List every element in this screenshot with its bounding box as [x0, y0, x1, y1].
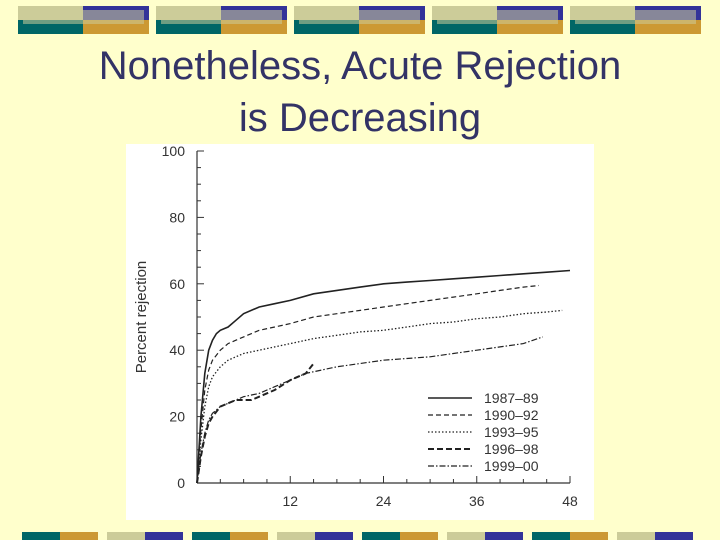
- bottom-bar-segment: [532, 532, 570, 540]
- top-bar-segment: [23, 10, 144, 24]
- bottom-bar-segment: [362, 532, 400, 540]
- slide-title-line-1: Nonetheless, Acute Rejection: [98, 44, 622, 88]
- bottom-bar-segment: [192, 532, 230, 540]
- y-tick-label: 100: [162, 144, 186, 159]
- bottom-bar-segment: [617, 532, 655, 540]
- bottom-bar-segment: [230, 532, 268, 540]
- legend-label-3: 1993–95: [484, 424, 539, 440]
- bottom-bar-segment: [315, 532, 353, 540]
- series-line-5: [196, 336, 543, 484]
- bottom-bar-segment: [107, 532, 145, 540]
- chart-panel: 0 20 40 60 80 100 12 24 36 48 Percent rejection 198…: [126, 143, 594, 520]
- legend-label-2: 1990–92: [484, 407, 539, 423]
- top-bar-segment: [437, 10, 558, 24]
- bottom-decorative-bar: [22, 532, 698, 540]
- top-bar-segment: [161, 10, 282, 24]
- top-bar-block: [432, 6, 563, 34]
- x-tick-label: 12: [282, 493, 298, 509]
- series-line-2: [196, 284, 539, 484]
- bottom-bar-segment: [400, 532, 438, 540]
- top-decorative-bar: [18, 6, 708, 34]
- y-tick-label: 0: [177, 475, 185, 491]
- bottom-bar-segment: [570, 532, 608, 540]
- top-bar-block: [156, 6, 287, 34]
- series-line-4: [196, 362, 315, 484]
- x-tick-label: 48: [562, 493, 578, 509]
- top-bar-segment: [575, 10, 696, 24]
- legend-label-1: 1987–89: [484, 390, 539, 406]
- x-tick-label: 36: [469, 493, 485, 509]
- legend-label-5: 1999–00: [484, 458, 539, 474]
- bottom-bar-segment: [655, 532, 693, 540]
- series-line-3: [196, 309, 563, 484]
- legend-label-4: 1996–98: [484, 441, 539, 457]
- top-bar-block: [294, 6, 425, 34]
- rejection-chart: 0 20 40 60 80 100 12 24 36 48 Percent rejection 198…: [133, 143, 578, 509]
- top-bar-block: [570, 6, 701, 34]
- top-bar-block: [18, 6, 149, 34]
- bottom-bar-segment: [60, 532, 98, 540]
- y-tick-label: 80: [169, 209, 185, 225]
- x-tick-label: 24: [376, 493, 392, 509]
- slide-title-line-2: is Decreasing: [238, 96, 482, 140]
- bottom-bar-segment: [485, 532, 523, 540]
- bottom-bar-segment: [145, 532, 183, 540]
- bottom-bar-segment: [22, 532, 60, 540]
- y-tick-label: 40: [169, 342, 185, 358]
- bottom-bar-segment: [447, 532, 485, 540]
- series-line-1: [196, 269, 571, 484]
- y-axis-label: Percent rejection: [133, 261, 150, 374]
- y-tick-label: 20: [169, 409, 185, 425]
- y-tick-label: 60: [169, 276, 185, 292]
- top-bar-segment: [299, 10, 420, 24]
- slide-title: Nonetheless, Acute Rejection is Decreasi…: [0, 40, 720, 144]
- bottom-bar-segment: [277, 532, 315, 540]
